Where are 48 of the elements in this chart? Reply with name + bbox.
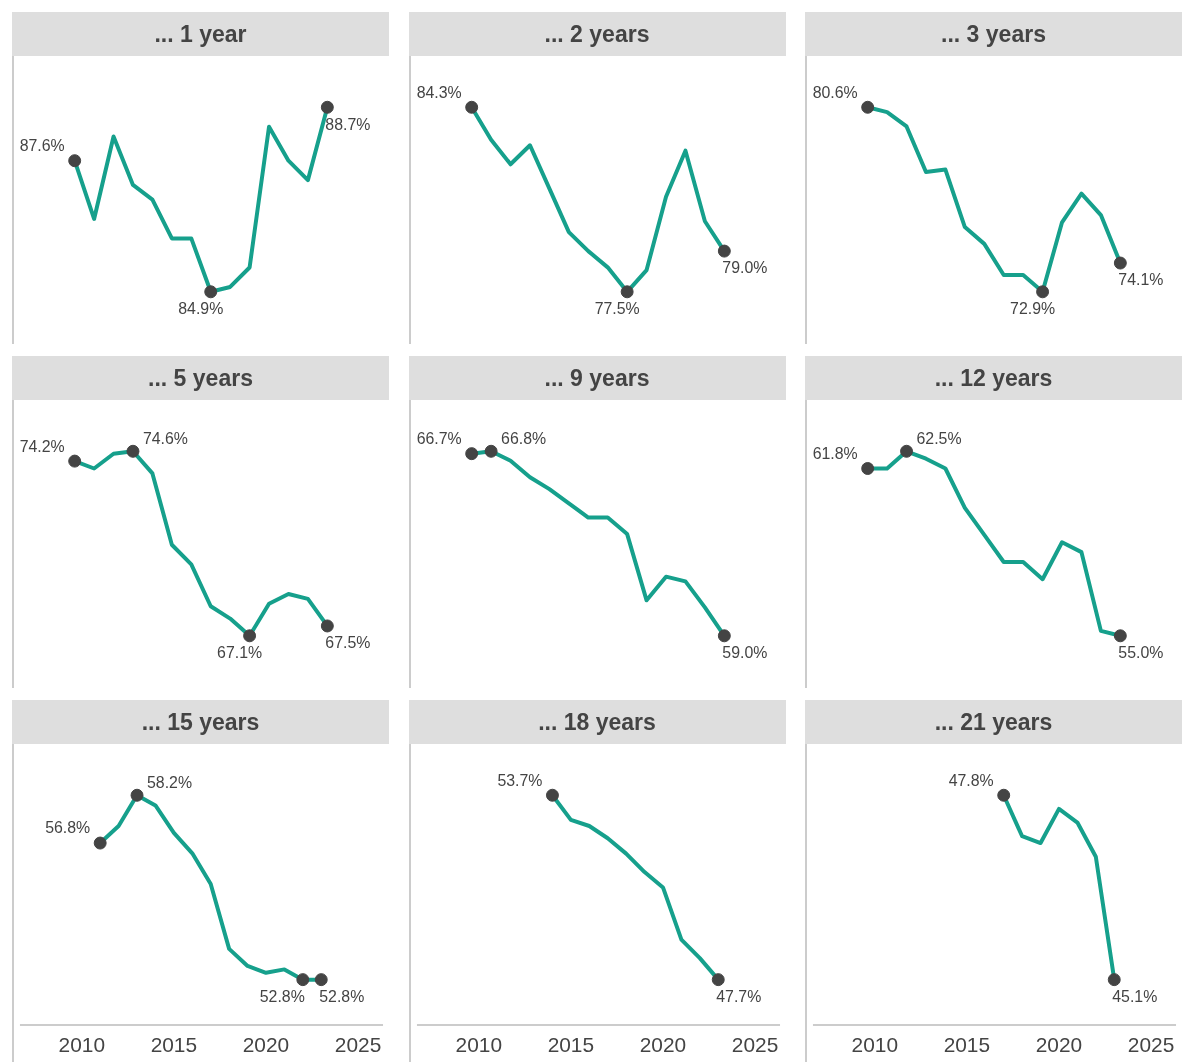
data-label: 74.6%: [142, 429, 189, 447]
data-label: 55.0%: [1118, 644, 1164, 662]
chart-title: ... 5 years: [12, 356, 389, 400]
x-tick-label: 2010: [455, 1033, 502, 1057]
data-label: 66.7%: [416, 430, 462, 448]
x-tick-label: 2010: [58, 1033, 105, 1057]
x-tick-label: 2015: [150, 1033, 198, 1057]
data-label: 74.2%: [19, 437, 65, 455]
data-label: 84.3%: [416, 83, 462, 101]
chart-title: ... 21 years: [805, 700, 1182, 744]
chart-title: ... 15 years: [12, 700, 389, 744]
data-label: 52.8%: [259, 988, 305, 1006]
data-label: 80.6%: [812, 83, 858, 101]
chart-title: ... 3 years: [805, 12, 1182, 56]
data-label: 58.2%: [146, 773, 193, 791]
data-label: 66.8%: [500, 429, 546, 447]
data-label: 67.5%: [325, 634, 371, 652]
data-label: 79.0%: [721, 259, 767, 277]
data-label: 62.5%: [916, 429, 962, 447]
x-tick-label: 2025: [731, 1033, 778, 1057]
x-tick-label: 2015: [943, 1033, 991, 1057]
chart-title: ... 1 year: [12, 12, 389, 56]
x-tick-label: 2025: [334, 1033, 382, 1057]
chart-title: ... 2 years: [408, 12, 786, 56]
data-label: 74.1%: [1118, 271, 1164, 289]
data-label: 88.7%: [325, 115, 371, 133]
data-label: 45.1%: [1112, 988, 1158, 1006]
data-label: 59.0%: [721, 644, 767, 662]
x-tick-label: 2020: [639, 1033, 686, 1057]
chart-title: ... 12 years: [805, 356, 1182, 400]
x-tick-label: 2020: [1035, 1033, 1083, 1057]
data-label: 67.1%: [217, 644, 263, 662]
data-label: 84.9%: [178, 300, 224, 318]
x-tick-label: 2020: [242, 1033, 290, 1057]
chart-title: ... 9 years: [408, 356, 786, 400]
data-label: 77.5%: [594, 300, 640, 318]
data-label: 47.8%: [948, 771, 994, 789]
x-tick-label: 2015: [547, 1033, 594, 1057]
data-label: 52.8%: [319, 988, 365, 1006]
data-label: 47.7%: [715, 988, 761, 1006]
data-label: 72.9%: [1010, 300, 1056, 318]
data-label: 87.6%: [19, 137, 65, 155]
data-label: 61.8%: [812, 444, 858, 462]
data-label: 53.7%: [496, 771, 542, 789]
chart-title: ... 18 years: [408, 700, 786, 744]
x-tick-label: 2025: [1127, 1033, 1175, 1057]
data-label: 56.8%: [45, 819, 91, 837]
x-tick-label: 2010: [851, 1033, 898, 1057]
